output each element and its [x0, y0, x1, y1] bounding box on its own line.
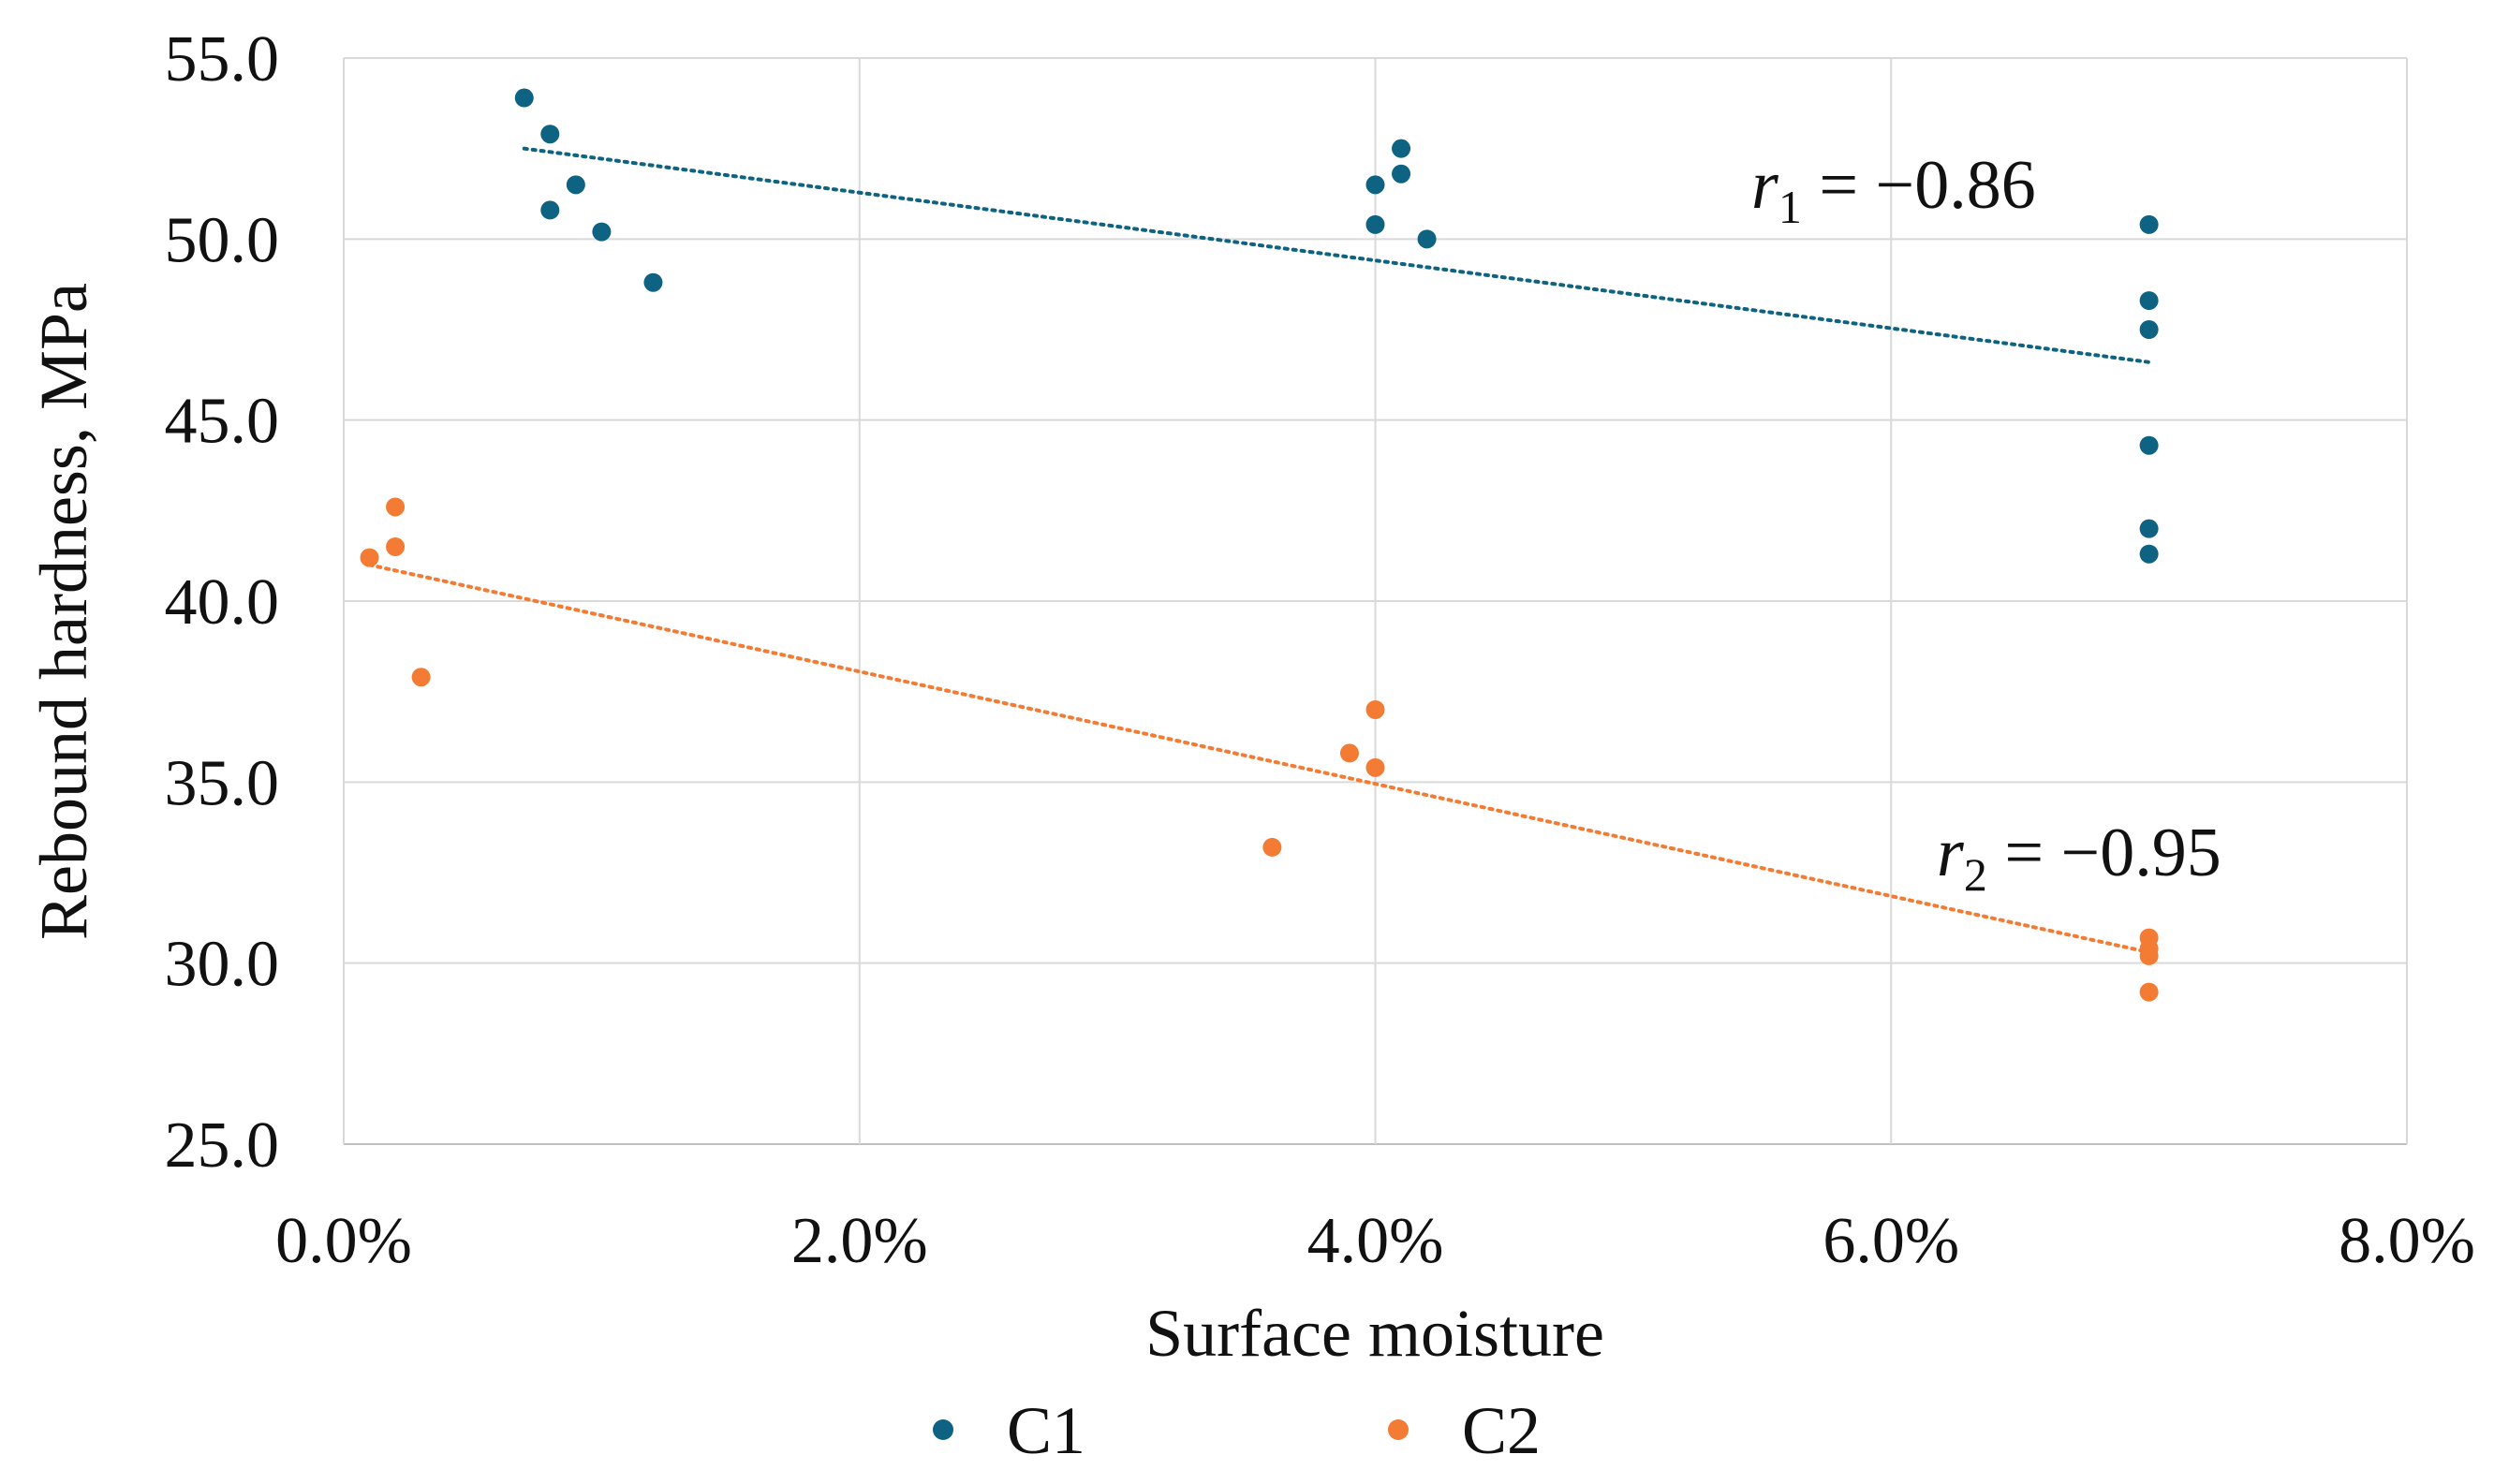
annotation-value: = −0.95: [1987, 815, 2221, 891]
gridlines: [343, 57, 2408, 1145]
data-point-c2: [411, 668, 431, 687]
data-point-c1: [566, 175, 585, 195]
x-tick-label: 2.0%: [791, 1205, 928, 1277]
legend-label-c1: C1: [1007, 1393, 1085, 1468]
annotation-value: = −0.86: [1802, 147, 2036, 224]
annotation-symbol: r: [1751, 147, 1779, 224]
tick-labels: 25.0 30.0 35.0 40.0 45.0 50.0 55.0 0.0% 2.0% 4.0%…: [165, 23, 2475, 1277]
trendline-c2: [367, 563, 2151, 955]
annotation-subscript: 2: [1964, 848, 1987, 901]
legend-marker-c2: [1388, 1419, 1409, 1440]
correlation-annotation-c1: r1 = −0.86: [1751, 147, 2036, 233]
data-point-c1: [2139, 291, 2159, 311]
trendline-c1: [522, 146, 2151, 364]
data-point-c1: [514, 88, 534, 108]
legend-marker-c1: [933, 1419, 953, 1440]
data-point-c1: [2139, 519, 2159, 538]
data-point-c1: [1417, 229, 1437, 249]
data-point-c2: [386, 497, 406, 517]
y-tick-label: 25.0: [165, 1109, 280, 1182]
y-tick-label: 40.0: [165, 566, 280, 639]
data-point-c1: [2139, 544, 2159, 564]
data-point-c1: [1365, 214, 1385, 234]
data-point-c2: [1262, 837, 1282, 857]
data-points: [360, 88, 2159, 1002]
data-point-c1: [1392, 164, 1411, 184]
data-point-c2: [386, 537, 406, 556]
x-tick-label: 6.0%: [1823, 1205, 1959, 1277]
x-tick-label: 0.0%: [275, 1205, 412, 1277]
data-point-c1: [1365, 175, 1385, 195]
y-tick-label: 30.0: [165, 929, 280, 1001]
x-axis-title: Surface moisture: [1145, 1296, 1604, 1371]
data-point-c1: [1392, 139, 1411, 158]
trendlines: [367, 146, 2151, 955]
data-point-c2: [2139, 982, 2159, 1002]
annotation-subscript: 1: [1778, 181, 1802, 233]
y-tick-label: 45.0: [165, 386, 280, 458]
y-tick-label: 35.0: [165, 747, 280, 819]
y-tick-label: 50.0: [165, 204, 280, 276]
data-point-c1: [540, 200, 560, 220]
data-point-c1: [540, 125, 560, 144]
data-point-c1: [643, 272, 663, 292]
y-tick-label: 55.0: [165, 23, 280, 96]
data-point-c1: [592, 222, 612, 242]
annotation-symbol: r: [1937, 815, 1965, 891]
data-point-c1: [2139, 435, 2159, 455]
data-point-c2: [2139, 946, 2159, 965]
x-tick-label: 4.0%: [1307, 1205, 1444, 1277]
legend: C1 C2: [933, 1393, 1541, 1468]
data-point-c2: [360, 548, 379, 567]
data-point-c2: [1365, 757, 1385, 777]
data-point-c1: [2139, 214, 2159, 234]
data-point-c2: [1365, 700, 1385, 719]
data-point-c1: [2139, 320, 2159, 339]
legend-label-c2: C2: [1462, 1393, 1541, 1468]
data-point-c2: [1339, 743, 1359, 763]
correlation-annotation-c2: r2 = −0.95: [1937, 815, 2221, 901]
y-axis-title: Rebound hardness, MPa: [26, 283, 101, 940]
x-tick-label: 8.0%: [2339, 1205, 2475, 1277]
